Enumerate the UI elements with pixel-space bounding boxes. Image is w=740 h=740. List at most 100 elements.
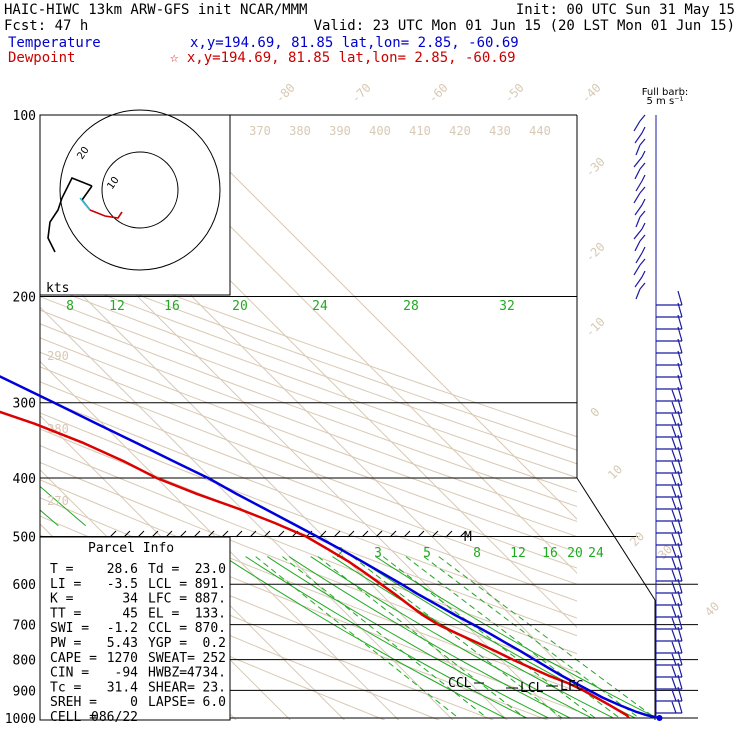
parcel-row-label: CAPE = [50,651,97,666]
hatch-mark [319,530,327,538]
wind-barb [656,410,683,426]
forecast-hour: Fcst: 47 h [4,18,88,34]
parcel-row-value: 28.6 [107,562,138,577]
hatch-mark [263,530,271,538]
wind-barb-feather [671,557,677,570]
parcel-row-label-2: SWEAT= [148,651,195,666]
annotation-ccl: CCL [448,676,472,691]
isotherm-10 [40,198,562,720]
hatch-mark [431,530,439,538]
wind-barb-feather [641,126,646,134]
parcel-info-title: Parcel Info [88,541,174,556]
hatch-mark [235,530,243,538]
wind-barb-feather [641,198,646,206]
hatch-mark [221,530,229,538]
wind-barb-feather [639,138,646,146]
isotherm--10 [40,306,454,720]
wind-barb-feather [677,554,683,570]
theta-label-left-280: 280 [47,422,69,436]
wind-barb-feather [671,473,677,486]
isotherm-label--40: -40 [579,81,604,106]
pressure-label-400: 400 [13,472,36,487]
wind-barb [656,374,683,390]
wind-barb [656,398,683,414]
isotherm-label--70: -70 [349,81,374,106]
theta-label-430: 430 [489,124,511,138]
wind-barb [635,174,646,192]
wind-barb-feather [671,509,677,522]
dry-adiabat-330 [40,428,577,637]
wind-barb-feather [677,326,683,342]
theta-label-420: 420 [449,124,471,138]
parcel-row-label: PW = [50,636,81,651]
wind-barb-shaft [635,252,643,264]
mixing-ratio-label-24: 24 [312,299,328,314]
parcel-row-label: TT = [50,606,81,621]
wind-barb-feather [677,566,683,582]
wind-legend-line2: 5 m s⁻¹ [647,96,684,107]
mixing-ratio-label-8: 8 [66,299,74,314]
parcel-row-value-2: 23. [203,680,226,695]
wind-barb [656,470,683,486]
wind-barb [634,126,646,144]
parcel-row-label-2: SHEAR= [148,680,195,695]
dry-adiabat-400 [40,323,577,522]
parcel-row-value: 1270 [107,651,138,666]
wind-barb-feather [677,374,683,390]
mixing-ratio-label-12: 12 [109,299,125,314]
wind-barb-feather [671,401,677,414]
parcel-row-value-2: 23.0 [195,562,226,577]
wind-barb-feather [677,650,683,666]
wind-barb [656,686,683,702]
pressure-label-100: 100 [13,109,36,124]
dry-adiabat-440 [40,269,577,465]
parcel-row-label: Tc = [50,680,81,695]
hatch-mark [109,530,117,538]
wind-barb-shaft [634,204,643,216]
wind-barb-shaft [634,240,641,252]
wind-barb-feather [671,677,677,690]
wind-barb-feather [671,689,677,702]
wind-barb [633,186,646,204]
wind-barb-shaft [633,192,641,204]
wind-barb-feather [677,530,683,546]
wind-barb [656,446,683,462]
wind-barb-feather [671,629,677,642]
wind-barb-feather [677,482,683,498]
wind-barb [635,210,646,228]
hodograph: 10 20 kts [39,109,231,296]
isotherm-label-right--30: -30 [583,155,608,180]
hatch-mark [277,530,285,538]
wind-barb [656,482,683,498]
temperature-legend: Temperature [8,35,101,51]
wind-barb [656,338,683,354]
wind-barb [633,150,646,168]
parcel-info-table: Parcel Info T = 28.6 Td = 23.0LI = -3.5 LCL =… [39,536,231,725]
parcel-row-label: CELL = [50,710,97,725]
wind-barb-feather [677,398,683,414]
temperature-location: x,y=194.69, 81.85 lat,lon= 2.85, -60.69 [190,35,519,51]
wind-barb [656,290,683,306]
mixing-ratio-label-lower-5: 5 [423,546,431,561]
wind-barb [656,314,683,330]
parcel-row-label-2: EL = [148,606,179,621]
parcel-row-value: 34 [122,592,138,607]
parcel-row-label-2: Td = [148,562,179,577]
wind-barb-feather [677,506,683,522]
wind-barb-feather [639,210,646,218]
wind-barb [633,258,646,276]
dry-adiabat-380 [40,351,577,553]
wind-barb-feather [671,605,677,618]
wind-barb [634,270,646,288]
hatch-mark [193,530,201,538]
wind-barb-feather [639,114,646,122]
dewpoint-line [0,410,630,719]
wind-barb [656,530,683,546]
wind-barb-shaft [634,168,641,180]
hatch-mark [445,530,453,538]
moist-adiabat-0 [223,556,506,719]
wind-barb [656,326,683,342]
hodograph-ring-inner [101,151,179,229]
wind-barb [656,350,683,366]
wind-barb-feather [641,150,646,158]
